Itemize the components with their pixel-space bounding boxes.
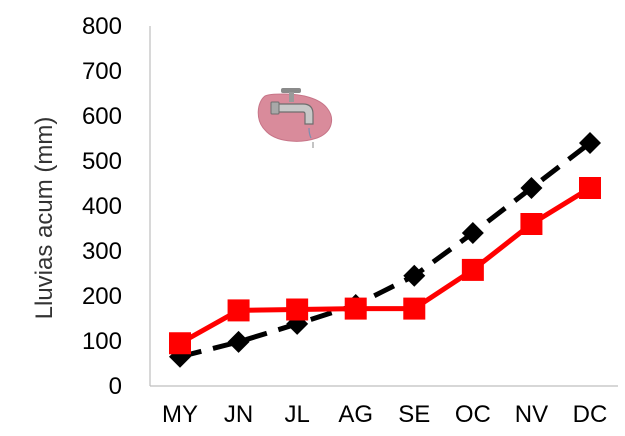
data-point [520,213,543,235]
data-point [579,177,601,199]
data-point [579,132,601,154]
y-tick-labels: 0 100 200 300 400 500 600 700 800 [82,13,122,400]
y-axis-label-text: Lluvias acum (mm) [31,117,58,320]
series-1 [169,132,601,368]
data-point [227,330,250,353]
series-layer [169,132,601,368]
y-tick-label: 500 [82,148,122,175]
data-point [227,299,250,322]
y-tick-label: 800 [82,13,122,40]
x-tick-labels: MY JN JL AG SE OC NV DC [162,401,607,428]
data-point [461,222,484,244]
data-point [461,258,484,281]
y-tick-label: 300 [82,238,122,265]
y-tick-label: 600 [82,103,122,130]
y-tick-label: 700 [82,58,122,85]
series-1-line [179,141,592,360]
data-point [403,297,426,320]
y-tick-label: 200 [82,283,122,310]
data-point [344,297,367,320]
y-axis-label: Lluvias acum (mm) [31,117,58,320]
x-tick-label: NV [515,401,548,428]
data-point [520,177,543,199]
data-point [403,264,426,287]
y-tick-label: 0 [109,373,122,400]
data-point [286,298,309,321]
x-tick-label: DC [573,401,608,428]
axes [149,26,618,387]
x-tick-label: MY [162,401,198,428]
y-tick-label: 100 [82,328,122,355]
series-2 [169,177,601,355]
x-tick-label: OC [455,401,491,428]
x-tick-label: JL [284,401,309,428]
y-tick-label: 400 [82,193,122,220]
data-point [169,332,191,355]
x-tick-label: JN [224,401,253,428]
x-tick-label: AG [338,401,373,428]
x-tick-label: SE [398,401,430,428]
water-faucet-icon [257,88,333,148]
